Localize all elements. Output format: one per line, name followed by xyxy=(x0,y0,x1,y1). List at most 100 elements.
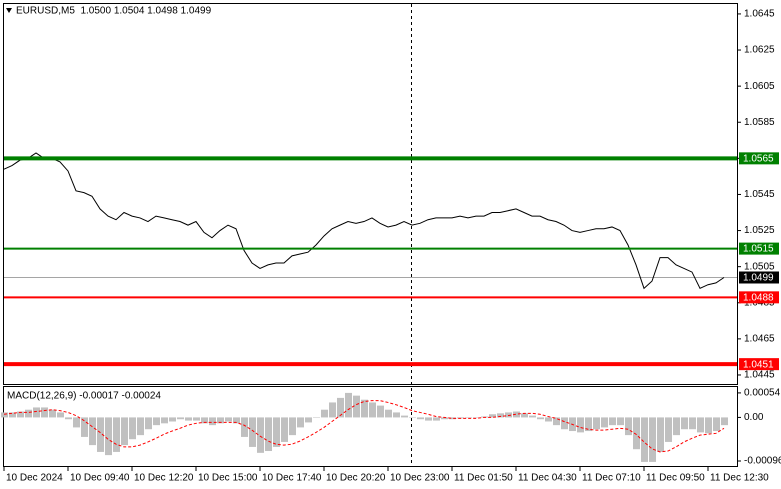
y-tick-label: 1.0545 xyxy=(744,189,775,200)
x-tick-label: 11 Dec 01:50 xyxy=(454,473,513,484)
y-tick-label: 1.0605 xyxy=(744,81,775,92)
macd-bar xyxy=(241,417,248,437)
level-label: 1.0515 xyxy=(743,244,774,255)
macd-bar xyxy=(505,412,512,418)
macd-bar xyxy=(697,417,704,433)
y-tick-label: 1.0525 xyxy=(744,225,775,236)
macd-bar xyxy=(625,417,632,436)
macd-bar xyxy=(489,414,496,418)
macd-bar xyxy=(329,402,336,418)
macd-bar xyxy=(81,417,88,437)
macd-bar xyxy=(425,417,432,421)
level-label: 1.0488 xyxy=(743,292,774,303)
y-tick-label: -0.00096 xyxy=(744,456,781,467)
macd-bar xyxy=(649,417,656,462)
macd-bar xyxy=(521,413,528,418)
macd-bar xyxy=(1,412,8,418)
y-tick-label: 1.0505 xyxy=(744,261,775,272)
level-label-box xyxy=(739,152,779,165)
macd-bar xyxy=(129,417,136,440)
macd-bar xyxy=(689,417,696,430)
macd-bar xyxy=(377,405,384,418)
macd-bar xyxy=(113,417,120,452)
macd-bar xyxy=(145,417,152,430)
macd-bar xyxy=(169,417,176,422)
macd-bar xyxy=(49,409,56,418)
macd-bar xyxy=(313,417,320,418)
macd-bar xyxy=(105,417,112,456)
macd-bar xyxy=(617,417,624,426)
macd-bar xyxy=(153,417,160,426)
macd-bar xyxy=(225,417,232,422)
macd-bar xyxy=(601,417,608,428)
level-label: 1.0565 xyxy=(743,153,774,164)
macd-bar xyxy=(297,417,304,428)
level-label-box xyxy=(739,358,779,371)
macd-bar xyxy=(321,409,328,418)
macd-bar xyxy=(465,417,472,418)
macd-title: MACD(12,26,9) -0.00017 -0.00024 xyxy=(7,391,161,402)
macd-bar xyxy=(25,409,32,418)
y-tick-label: 1.0625 xyxy=(744,45,775,56)
chart-title: EURUSD,M5 1.0500 1.0504 1.0498 1.0499 xyxy=(16,6,212,17)
y-tick-label: 0.00 xyxy=(744,412,764,423)
macd-bar xyxy=(529,415,536,418)
macd-bar xyxy=(137,417,144,436)
price-line xyxy=(3,152,725,290)
y-tick-label: 1.0645 xyxy=(744,9,775,20)
macd-bar xyxy=(201,417,208,424)
macd-bar xyxy=(553,417,560,426)
x-tick-label: 10 Dec 2024 xyxy=(6,473,63,484)
macd-bar xyxy=(9,412,16,418)
macd-bar xyxy=(185,417,192,421)
level-label-box xyxy=(739,291,779,304)
macd-bar xyxy=(65,417,72,420)
macd-bar xyxy=(633,417,640,450)
macd-bar xyxy=(657,417,664,452)
level-label: 1.0451 xyxy=(743,359,774,370)
macd-bar xyxy=(337,397,344,418)
macd-bar xyxy=(305,417,312,423)
macd-bar xyxy=(449,417,456,420)
x-tick-label: 10 Dec 23:00 xyxy=(390,473,450,484)
x-tick-label: 11 Dec 12:30 xyxy=(710,473,769,484)
macd-bar xyxy=(97,417,104,452)
macd-bar xyxy=(609,417,616,426)
y-tick-label: 1.0445 xyxy=(744,370,775,381)
macd-bar xyxy=(385,409,392,418)
macd-bar xyxy=(513,411,520,418)
macd-bar xyxy=(681,417,688,430)
macd-bar xyxy=(177,417,184,420)
y-tick-label: 1.0465 xyxy=(744,334,775,345)
x-tick-label: 11 Dec 09:50 xyxy=(646,473,705,484)
x-tick-label: 10 Dec 17:40 xyxy=(262,473,322,484)
x-tick-label: 10 Dec 20:20 xyxy=(326,473,386,484)
macd-bar xyxy=(233,417,240,424)
macd-panel xyxy=(3,386,738,467)
macd-bar xyxy=(705,417,712,434)
macd-bar xyxy=(89,417,96,446)
macd-bar xyxy=(33,407,40,418)
macd-bar xyxy=(273,417,280,447)
symbol-menu-icon[interactable] xyxy=(6,8,12,13)
x-tick-label: 10 Dec 12:20 xyxy=(134,473,194,484)
macd-bar xyxy=(417,417,424,420)
x-tick-label: 10 Dec 15:00 xyxy=(198,473,258,484)
macd-bar xyxy=(289,417,296,436)
macd-bar xyxy=(497,413,504,418)
macd-bar xyxy=(441,417,448,420)
macd-bar xyxy=(585,417,592,432)
macd-bar xyxy=(537,417,544,420)
macd-bar xyxy=(473,417,480,418)
macd-bar xyxy=(393,412,400,418)
level-label-box xyxy=(739,271,779,284)
macd-bar xyxy=(121,417,128,446)
macd-bar xyxy=(713,417,720,432)
macd-bar xyxy=(665,417,672,442)
macd-bar xyxy=(161,417,168,424)
y-tick-label: 0.00054 xyxy=(744,388,781,399)
macd-bar xyxy=(217,417,224,424)
x-tick-label: 11 Dec 04:30 xyxy=(518,473,577,484)
